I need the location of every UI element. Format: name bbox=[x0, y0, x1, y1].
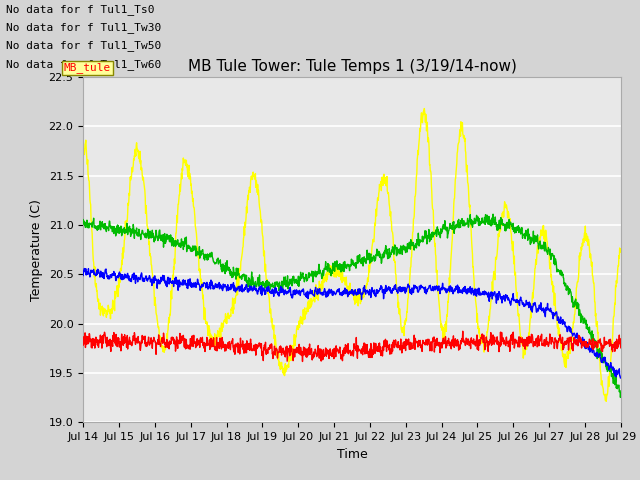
Text: MB_tule: MB_tule bbox=[64, 62, 111, 73]
Text: No data for f Tul1_Ts0: No data for f Tul1_Ts0 bbox=[6, 4, 155, 15]
Title: MB Tule Tower: Tule Temps 1 (3/19/14-now): MB Tule Tower: Tule Temps 1 (3/19/14-now… bbox=[188, 59, 516, 74]
Y-axis label: Temperature (C): Temperature (C) bbox=[30, 199, 43, 300]
Text: No data for f Tul1_Tw30: No data for f Tul1_Tw30 bbox=[6, 22, 162, 33]
X-axis label: Time: Time bbox=[337, 448, 367, 461]
Text: No data for f Tul1_Tw50: No data for f Tul1_Tw50 bbox=[6, 40, 162, 51]
Text: No data for f Tul1_Tw60: No data for f Tul1_Tw60 bbox=[6, 59, 162, 70]
